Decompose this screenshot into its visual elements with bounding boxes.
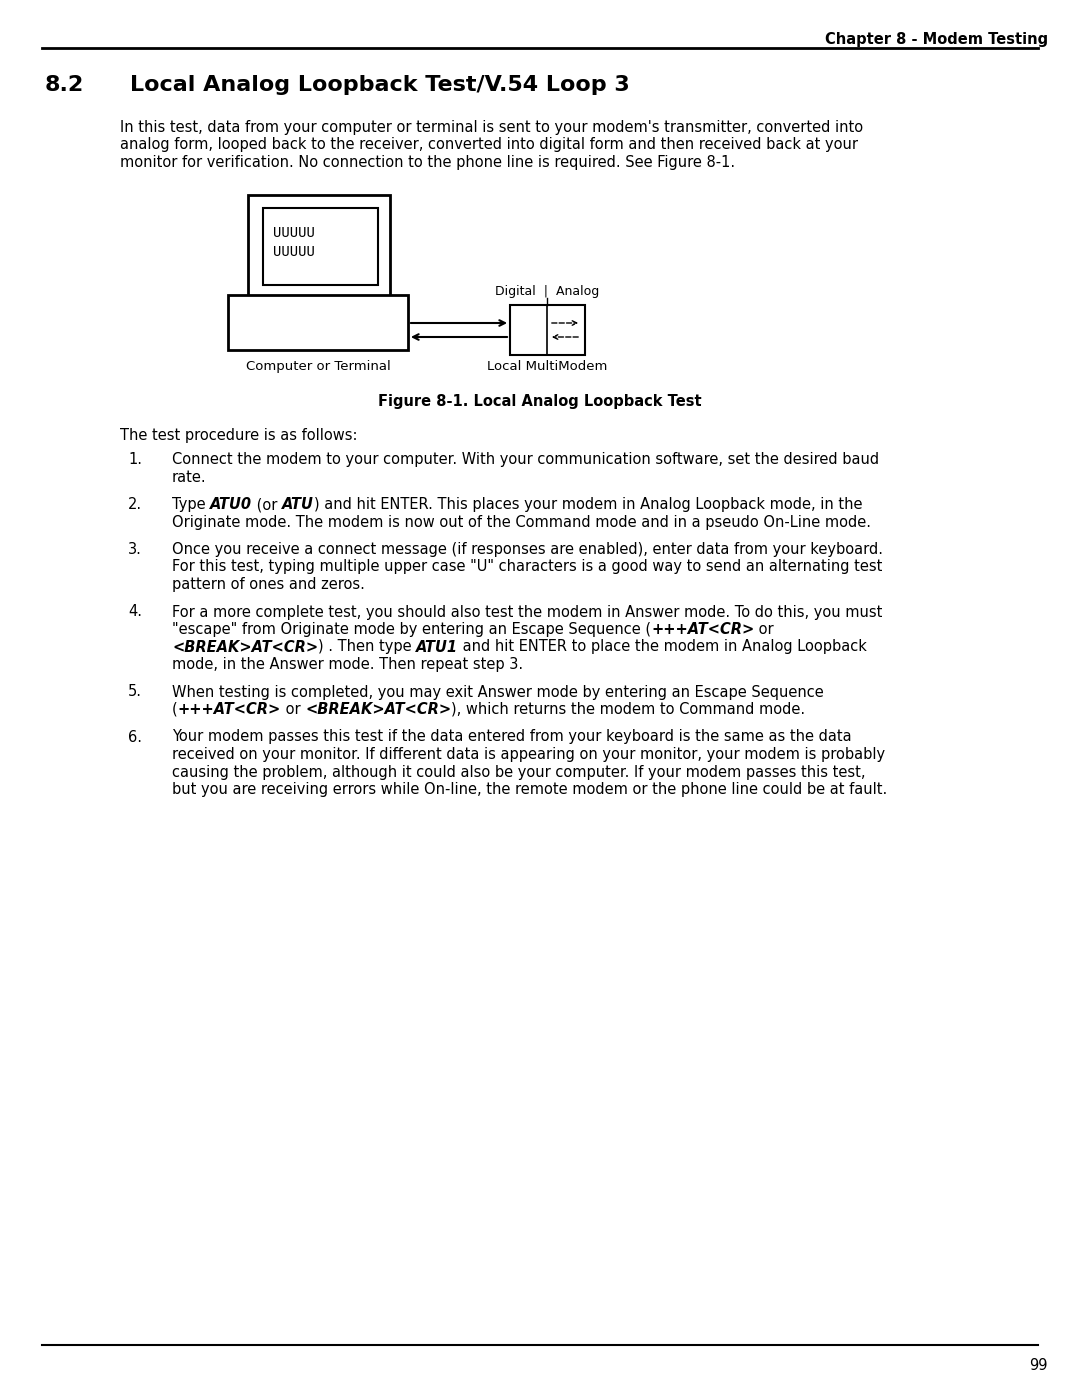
Text: rate.: rate. (172, 469, 206, 485)
Text: or: or (754, 622, 774, 637)
Text: 3.: 3. (129, 542, 141, 557)
Text: Computer or Terminal: Computer or Terminal (245, 360, 390, 373)
Bar (248, 196, 390, 298)
Text: or: or (281, 703, 306, 717)
Text: In this test, data from your computer or terminal is sent to your modem's transm: In this test, data from your computer or… (120, 120, 863, 136)
Text: 8.2: 8.2 (45, 75, 84, 95)
Text: +++AT<CR>: +++AT<CR> (651, 622, 754, 637)
Text: UUUUU
UUUUU: UUUUU UUUUU (273, 226, 315, 260)
Text: Local MultiModem: Local MultiModem (487, 360, 608, 373)
Text: (or: (or (253, 497, 282, 511)
Text: monitor for verification. No connection to the phone line is required. See Figur: monitor for verification. No connection … (120, 155, 735, 170)
Text: 99: 99 (1029, 1358, 1048, 1373)
Text: received on your monitor. If different data is appearing on your monitor, your m: received on your monitor. If different d… (172, 747, 886, 761)
Text: and hit ENTER to place the modem in Analog Loopback: and hit ENTER to place the modem in Anal… (458, 640, 867, 655)
Text: 2.: 2. (129, 497, 143, 511)
Text: analog form, looped back to the receiver, converted into digital form and then r: analog form, looped back to the receiver… (120, 137, 858, 152)
Text: ATU1: ATU1 (417, 640, 458, 655)
Text: Type: Type (172, 497, 211, 511)
Text: For a more complete test, you should also test the modem in Answer mode. To do t: For a more complete test, you should als… (172, 605, 882, 619)
Bar (228, 295, 408, 351)
Text: mode, in the Answer mode. Then repeat step 3.: mode, in the Answer mode. Then repeat st… (172, 657, 523, 672)
Text: ), which returns the modem to Command mode.: ), which returns the modem to Command mo… (451, 703, 806, 717)
Text: <BREAK>AT<CR>: <BREAK>AT<CR> (306, 703, 451, 717)
Text: 4.: 4. (129, 605, 141, 619)
Text: The test procedure is as follows:: The test procedure is as follows: (120, 427, 357, 443)
Text: Chapter 8 - Modem Testing: Chapter 8 - Modem Testing (825, 32, 1048, 47)
Text: causing the problem, although it could also be your computer. If your modem pass: causing the problem, although it could a… (172, 764, 865, 780)
Text: Figure 8-1. Local Analog Loopback Test: Figure 8-1. Local Analog Loopback Test (378, 394, 702, 409)
Text: 6.: 6. (129, 729, 141, 745)
Text: Originate mode. The modem is now out of the Command mode and in a pseudo On-Line: Originate mode. The modem is now out of … (172, 514, 870, 529)
Text: ) and hit ENTER. This places your modem in Analog Loopback mode, in the: ) and hit ENTER. This places your modem … (314, 497, 863, 511)
Text: Digital  |  Analog: Digital | Analog (496, 285, 599, 298)
Text: Local Analog Loopback Test/V.54 Loop 3: Local Analog Loopback Test/V.54 Loop 3 (130, 75, 630, 95)
Bar (510, 305, 585, 355)
Bar (264, 208, 378, 285)
Text: <BREAK>AT<CR>: <BREAK>AT<CR> (172, 640, 319, 655)
Text: (: ( (172, 703, 178, 717)
Text: Connect the modem to your computer. With your communication software, set the de: Connect the modem to your computer. With… (172, 453, 879, 467)
Text: but you are receiving errors while On-line, the remote modem or the phone line c: but you are receiving errors while On-li… (172, 782, 888, 798)
Text: 5.: 5. (129, 685, 141, 700)
Text: ATU: ATU (282, 497, 314, 511)
Text: For this test, typing multiple upper case "U" characters is a good way to send a: For this test, typing multiple upper cas… (172, 560, 882, 574)
Text: +++AT<CR>: +++AT<CR> (178, 703, 281, 717)
Text: ATU0: ATU0 (211, 497, 253, 511)
Text: Your modem passes this test if the data entered from your keyboard is the same a: Your modem passes this test if the data … (172, 729, 852, 745)
Text: 1.: 1. (129, 453, 141, 467)
Text: ) . Then type: ) . Then type (319, 640, 417, 655)
Text: "escape" from Originate mode by entering an Escape Sequence (: "escape" from Originate mode by entering… (172, 622, 651, 637)
Text: Once you receive a connect message (if responses are enabled), enter data from y: Once you receive a connect message (if r… (172, 542, 883, 557)
Text: pattern of ones and zeros.: pattern of ones and zeros. (172, 577, 365, 592)
Text: When testing is completed, you may exit Answer mode by entering an Escape Sequen: When testing is completed, you may exit … (172, 685, 824, 700)
